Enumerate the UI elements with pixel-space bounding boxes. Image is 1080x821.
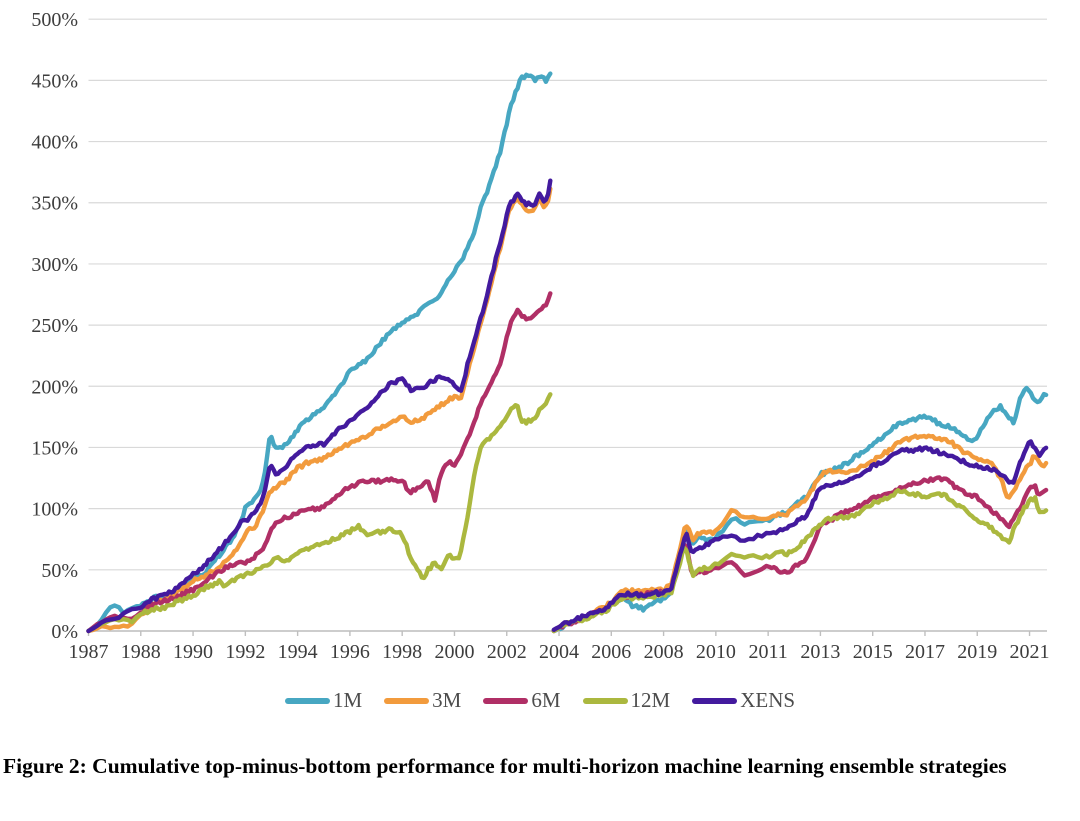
- chart-canvas: 0% 50% 100% 150% 200% 250% 300% 350% 400% 450% 500…: [31, 9, 1050, 663]
- x-tick-label: 2011: [749, 641, 788, 663]
- x-tick-label: 2015: [853, 641, 893, 663]
- x-tick-label: 2008: [644, 641, 684, 663]
- x-tick-label: 1998: [382, 641, 422, 663]
- x-tick-label: 1996: [330, 641, 370, 663]
- x-tick-label: 1992: [225, 641, 265, 663]
- x-axis: 1987 1988 1990 1992 1994 1996 1998 2000 2002 2004…: [69, 630, 1050, 663]
- x-tick-label: 2017: [905, 641, 945, 663]
- legend-item-xens: XENS: [692, 690, 795, 711]
- legend-swatch-1m: [284, 697, 330, 704]
- x-tick-label: 2021: [1010, 641, 1050, 663]
- x-tick-label: 2010: [696, 641, 736, 663]
- legend-label: 1M: [332, 688, 363, 712]
- x-tick-label: 2019: [957, 641, 997, 663]
- gridlines: [88, 18, 1047, 632]
- figure-caption: Figure 2: Cumulative top-minus-bottom pe…: [3, 754, 1007, 778]
- series-1m-line: [86, 71, 1049, 634]
- y-tick-label: 400%: [31, 132, 78, 154]
- x-tick-label: 2000: [434, 641, 474, 663]
- series-12m-line: [86, 392, 1049, 634]
- y-tick-label: 450%: [31, 70, 78, 92]
- legend-item-3m: 3M: [384, 690, 461, 711]
- y-tick-label: 100%: [31, 499, 78, 521]
- legend-item-6m: 6M: [483, 688, 561, 712]
- y-tick-label: 150%: [31, 437, 78, 459]
- y-tick-label: 500%: [31, 9, 78, 31]
- x-tick-label: 2002: [487, 641, 527, 663]
- legend-label: 12M: [630, 688, 671, 712]
- x-tick-label: 2013: [800, 641, 840, 663]
- legend-item-12m: 12M: [582, 688, 671, 712]
- legend-label: 6M: [531, 688, 561, 712]
- legend-label: 3M: [432, 688, 462, 712]
- x-tick-label: 1988: [121, 641, 161, 663]
- performance-line-chart: 0% 50% 100% 150% 200% 250% 300% 350% 400% 450% 500…: [31, 9, 1050, 663]
- x-tick-label: 1994: [278, 641, 318, 663]
- x-tick-label: 2006: [591, 641, 631, 663]
- x-tick-label: 2004: [539, 641, 579, 663]
- y-tick-label: 350%: [31, 193, 78, 215]
- series-xens-line: [86, 178, 1049, 634]
- x-tick-label: 1990: [173, 641, 213, 663]
- legend-label: XENS: [740, 688, 796, 712]
- y-tick-label: 0%: [51, 621, 78, 643]
- y-axis-labels: 0% 50% 100% 150% 200% 250% 300% 350% 400% 450% 500…: [31, 9, 78, 643]
- y-tick-label: 200%: [31, 376, 78, 398]
- chart-legend: 1M 3M 6M 12M XENS: [0, 690, 1080, 711]
- legend-swatch-xens: [692, 697, 738, 704]
- legend-swatch-12m: [582, 697, 628, 704]
- y-tick-label: 250%: [31, 315, 78, 337]
- y-tick-label: 300%: [31, 254, 78, 276]
- legend-item-1m: 1M: [284, 688, 363, 712]
- y-tick-label: 50%: [41, 560, 78, 582]
- legend-swatch-3m: [384, 697, 430, 704]
- legend-swatch-6m: [483, 697, 529, 704]
- x-tick-label: 1987: [69, 641, 109, 663]
